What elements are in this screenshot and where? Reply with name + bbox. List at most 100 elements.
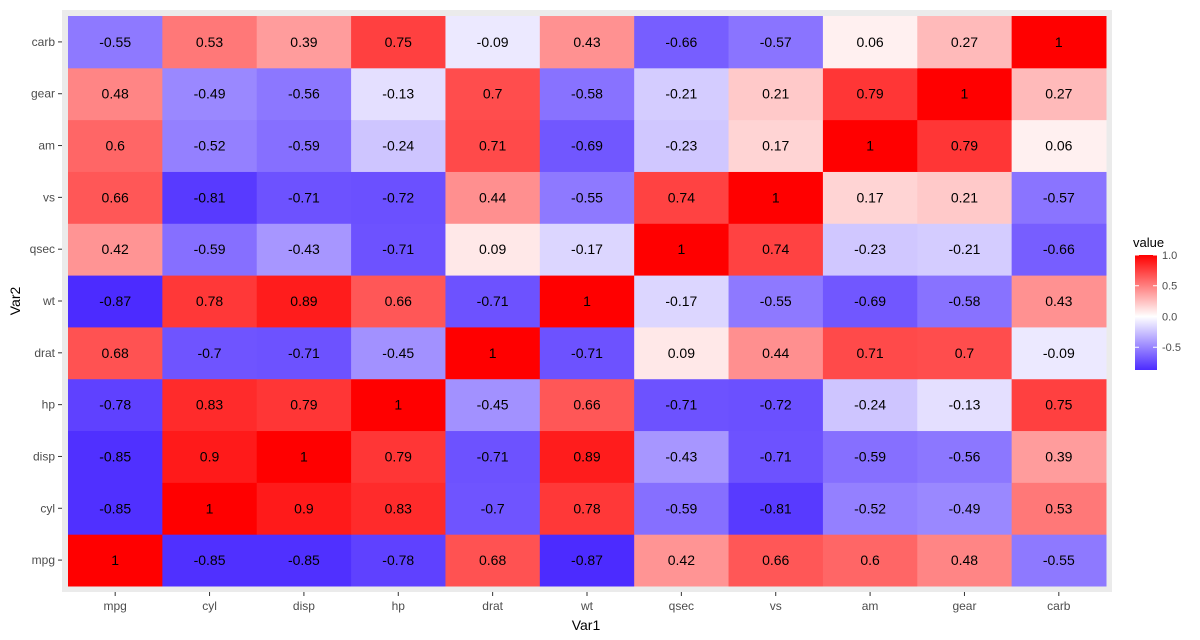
heatmap-cell-qsec-carb [634,16,730,69]
heatmap-cell-gear-cyl [917,482,1013,535]
heatmap-cell-mpg-cyl [68,482,163,535]
heatmap-cell-cyl-drat [162,326,258,380]
cell-value-label: 0.9 [294,500,314,516]
heatmap-cell-vs-hp [728,378,824,432]
heatmap-cell-vs-qsec [728,223,824,276]
x-tick-label-carb: carb [1047,599,1071,613]
heatmap-cell-cyl-qsec [162,223,258,276]
heatmap-cell-disp-wt [256,275,352,328]
cell-value-label: -0.57 [760,34,792,50]
heatmap-cell-wt-cyl [539,482,635,535]
heatmap-cell-hp-wt [351,275,446,328]
heatmap-cell-drat-wt [445,275,541,328]
heatmap-cell-vs-disp [728,430,824,483]
heatmap-cell-hp-vs [351,171,446,224]
heatmap-cell-disp-gear [256,67,352,121]
heatmap-cell-mpg-drat [68,326,163,380]
x-tick-label-vs: vs [770,599,782,613]
heatmap-cell-vs-gear [728,67,824,121]
cell-value-label: 0.89 [290,293,317,309]
heatmap-cell-cyl-gear [162,67,258,121]
cell-value-label: -0.55 [1043,552,1075,568]
legend-tick-label: 0.0 [1162,311,1177,323]
cell-value-label: 1 [489,345,497,361]
heatmap-cell-carb-cyl [1011,482,1107,535]
heatmap-cell-qsec-wt [634,275,730,328]
cell-value-label: -0.52 [194,138,226,154]
heatmap-cell-disp-vs [256,171,352,224]
legend-tick-label: 1.0 [1162,250,1177,262]
heatmap-cell-drat-vs [445,171,541,224]
heatmap-cell-carb-am [1011,119,1107,172]
heatmap-cell-disp-cyl [256,482,352,535]
heatmap-cell-vs-am [728,119,824,172]
legend-colorbar [1135,255,1157,370]
heatmap-cell-am-vs [822,171,918,224]
heatmap-cell-mpg-disp [68,430,163,483]
heatmap-cell-hp-hp [351,378,446,432]
cell-value-label: 0.27 [1045,86,1072,102]
cell-value-label: 0.21 [762,86,789,102]
legend-tick-label: -0.5 [1162,342,1181,354]
heatmap-cell-hp-carb [351,16,446,69]
heatmap-cell-drat-gear [445,67,541,121]
cell-value-label: 1 [677,241,685,257]
heatmap-cell-drat-drat [445,326,541,380]
cell-value-label: 0.78 [573,500,600,516]
cell-value-label: -0.85 [99,448,131,464]
cell-value-label: 1 [772,189,780,205]
cell-value-label: 1 [866,138,874,154]
heatmap-cell-vs-wt [728,275,824,328]
heatmap-cell-vs-carb [728,16,824,69]
cell-value-label: -0.71 [760,448,792,464]
cell-value-label: -0.49 [194,86,226,102]
cell-value-label: 0.75 [1045,397,1072,413]
color-legend: value 1.0 0.5 0.0 -0.5 [1133,235,1181,370]
cell-value-label: 0.53 [196,34,223,50]
heatmap-cell-gear-gear [917,67,1013,121]
heatmap-cell-mpg-mpg [68,534,163,587]
heatmap-cell-qsec-drat [634,326,730,380]
cell-value-label: -0.59 [854,448,886,464]
heatmap-cell-hp-gear [351,67,446,121]
cell-value-label: -0.56 [288,86,320,102]
heatmap-cell-mpg-qsec [68,223,163,276]
heatmap-cell-drat-carb [445,16,541,69]
cell-value-label: 0.79 [290,397,317,413]
x-tick-label-cyl: cyl [202,599,217,613]
cell-value-label: -0.87 [571,552,603,568]
cell-value-label: -0.23 [665,138,697,154]
cell-value-label: 0.83 [385,500,412,516]
y-tick-label-gear: gear [31,87,55,101]
heatmap-cell-gear-wt [917,275,1013,328]
y-tick-label-cyl: cyl [40,501,55,515]
heatmap-cell-wt-vs [539,171,635,224]
heatmap-cell-cyl-hp [162,378,258,432]
x-tick-label-qsec: qsec [669,599,694,613]
cell-value-label: 0.89 [573,448,600,464]
cell-value-label: 0.66 [102,189,129,205]
cell-value-label: -0.13 [382,86,414,102]
heatmap-cell-gear-disp [917,430,1013,483]
heatmap-cell-cyl-vs [162,171,258,224]
cell-value-label: 0.9 [200,448,220,464]
heatmap-cell-vs-vs [728,171,824,224]
heatmap-cell-carb-disp [1011,430,1107,483]
x-axis-title: Var1 [572,617,601,633]
cell-value-label: -0.21 [665,86,697,102]
heatmap-cell-gear-carb [917,16,1013,69]
heatmap-cell-carb-drat [1011,326,1107,380]
cell-value-label: 1 [300,448,308,464]
cell-value-label: -0.17 [665,293,697,309]
x-tick-label-drat: drat [482,599,503,613]
cell-value-label: -0.85 [288,552,320,568]
x-tick-label-hp: hp [392,599,406,613]
heatmap-cell-wt-hp [539,378,635,432]
heatmap-cell-wt-gear [539,67,635,121]
heatmap-cell-am-drat [822,326,918,380]
cell-value-label: -0.55 [571,189,603,205]
cell-value-label: 0.27 [951,34,978,50]
heatmap-cell-disp-carb [256,16,352,69]
heatmap-cell-carb-carb [1011,16,1107,69]
heatmap-cell-hp-disp [351,430,446,483]
